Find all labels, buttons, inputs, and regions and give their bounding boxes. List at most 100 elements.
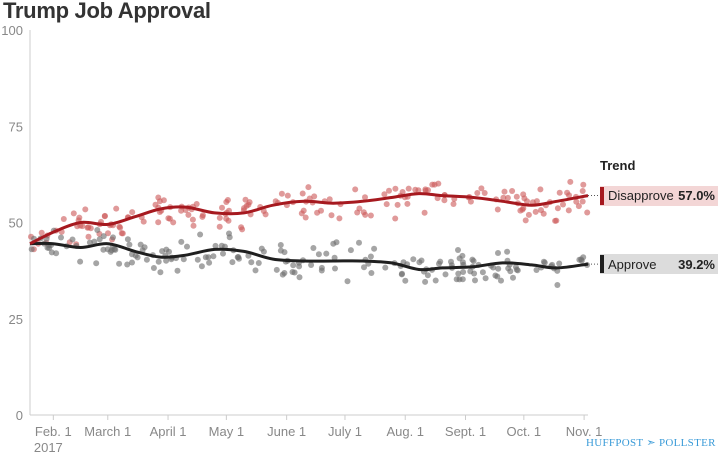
approve-poll-dot [137, 241, 144, 248]
disapprove-poll-dot [537, 186, 544, 193]
disapprove-poll-dot [501, 188, 508, 195]
approve-poll-dot [459, 276, 466, 283]
approve-poll-dot [126, 241, 133, 248]
disapprove-poll-dot [525, 211, 532, 218]
disapprove-poll-dot [415, 187, 422, 194]
disapprove-poll-dot [513, 193, 520, 200]
approve-poll-dot [129, 251, 135, 258]
disapprove-poll-dot [580, 181, 587, 188]
approve-poll-dot [333, 239, 340, 246]
approve-poll-dot [308, 262, 315, 268]
disapprove-poll-dot [219, 204, 225, 211]
disapprove-poll-dot [238, 224, 245, 231]
approve-poll-dot [290, 262, 297, 269]
approve-poll-dot [424, 272, 431, 279]
logo-pollster: POLLSTER [658, 437, 716, 449]
disapprove-poll-dot [564, 189, 571, 196]
disapprove-poll-dot [405, 185, 412, 192]
disapprove-poll-dot [190, 222, 197, 229]
approve-poll-dot [399, 270, 405, 277]
disapprove-poll-dot [522, 217, 529, 224]
approve-poll-dot [344, 278, 351, 285]
approve-poll-dot [77, 258, 84, 265]
disapprove-poll-dot [560, 201, 566, 208]
disapprove-poll-dot [584, 209, 591, 216]
approve-poll-dot [495, 265, 502, 272]
approve-poll-dot [248, 259, 255, 266]
disapprove-poll-dot [481, 190, 488, 196]
disapprove-poll-dot [85, 233, 92, 240]
disapprove-poll-dot [298, 210, 305, 217]
disapprove-poll-dot [116, 223, 123, 230]
approve-poll-dot [194, 256, 201, 263]
disapprove-poll-dot [381, 191, 388, 198]
x-tick-label: June 1 [267, 424, 306, 439]
approve-poll-dot [28, 246, 35, 253]
approve-poll-dot [134, 254, 141, 261]
approve-poll-dot [361, 264, 367, 271]
disapprove-poll-dot [450, 201, 457, 207]
disapprove-poll-dot [392, 185, 399, 192]
x-tick-label: Sept. 1 [445, 424, 486, 439]
approve-poll-dot [323, 250, 330, 257]
approve-poll-dot [436, 260, 442, 267]
logo-bird-icon: ➣ [646, 436, 656, 449]
legend-approve-value: 39.2% [678, 256, 715, 272]
approve-poll-dot [124, 261, 131, 268]
legend-disapprove: Disapprove 57.0% [600, 185, 718, 206]
disapprove-poll-dot [552, 217, 559, 224]
approve-poll-dot [459, 259, 466, 266]
legend-title: Trend [600, 158, 636, 173]
approve-poll-dot [315, 251, 322, 258]
x-tick-label: Feb. 1 [35, 424, 72, 439]
approve-poll-dot [455, 247, 461, 253]
disapprove-poll-dot [119, 230, 126, 237]
disapprove-poll-dot [284, 192, 291, 199]
huffpost-pollster-logo: HUFFPOST ➣ POLLSTER [586, 436, 716, 449]
disapprove-poll-dot [262, 211, 269, 218]
disapprove-poll-dot [216, 223, 223, 230]
approve-poll-dot [86, 239, 93, 246]
disapprove-poll-dot [165, 215, 172, 222]
disapprove-poll-dot [278, 190, 285, 197]
disapprove-poll-dot [224, 197, 231, 203]
disapprove-poll-dot [517, 207, 524, 214]
disapprove-poll-dot [532, 208, 539, 215]
approve-poll-dot [332, 265, 338, 272]
approve-poll-dot [402, 277, 409, 284]
trend-lines [29, 192, 600, 272]
disapprove-poll-dot [524, 198, 530, 205]
legend-disapprove-label: Disapprove [608, 188, 674, 204]
logo-huffpost: HUFFPOST [586, 437, 644, 449]
approve-poll-dot [422, 278, 429, 285]
disapprove-poll-dot [82, 206, 89, 213]
approve-poll-dot [163, 246, 170, 253]
approve-poll-dot [318, 267, 325, 274]
approve-poll-dot [226, 230, 232, 237]
disapprove-poll-dot [399, 189, 406, 195]
disapprove-poll-dot [533, 198, 540, 205]
approve-poll-dot [252, 267, 259, 274]
approve-poll-dot [554, 282, 561, 288]
disapprove-poll-dot [431, 181, 438, 188]
disapprove-poll-dot [311, 193, 318, 200]
approve-poll-dot [279, 271, 286, 278]
approve-poll-dot [296, 274, 303, 281]
approve-poll-dot [58, 234, 64, 241]
disapprove-poll-dot [554, 205, 561, 212]
approve-poll-dot [367, 253, 374, 260]
approve-poll-dot [347, 247, 354, 254]
disapprove-poll-dot [155, 194, 162, 201]
disapprove-poll-dot [299, 190, 306, 197]
disapprove-poll-dot [129, 209, 136, 216]
disapprove-poll-dot [76, 214, 83, 221]
x-tick-label: Oct. 1 [506, 424, 541, 439]
approve-poll-dot [163, 257, 170, 264]
approve-poll-dot [448, 258, 454, 265]
approve-poll-dot [310, 245, 317, 251]
disapprove-poll-dot [509, 188, 516, 194]
approve-poll-dot [210, 253, 217, 260]
approve-poll-dot [277, 242, 284, 248]
approve-poll-dot [93, 260, 100, 267]
